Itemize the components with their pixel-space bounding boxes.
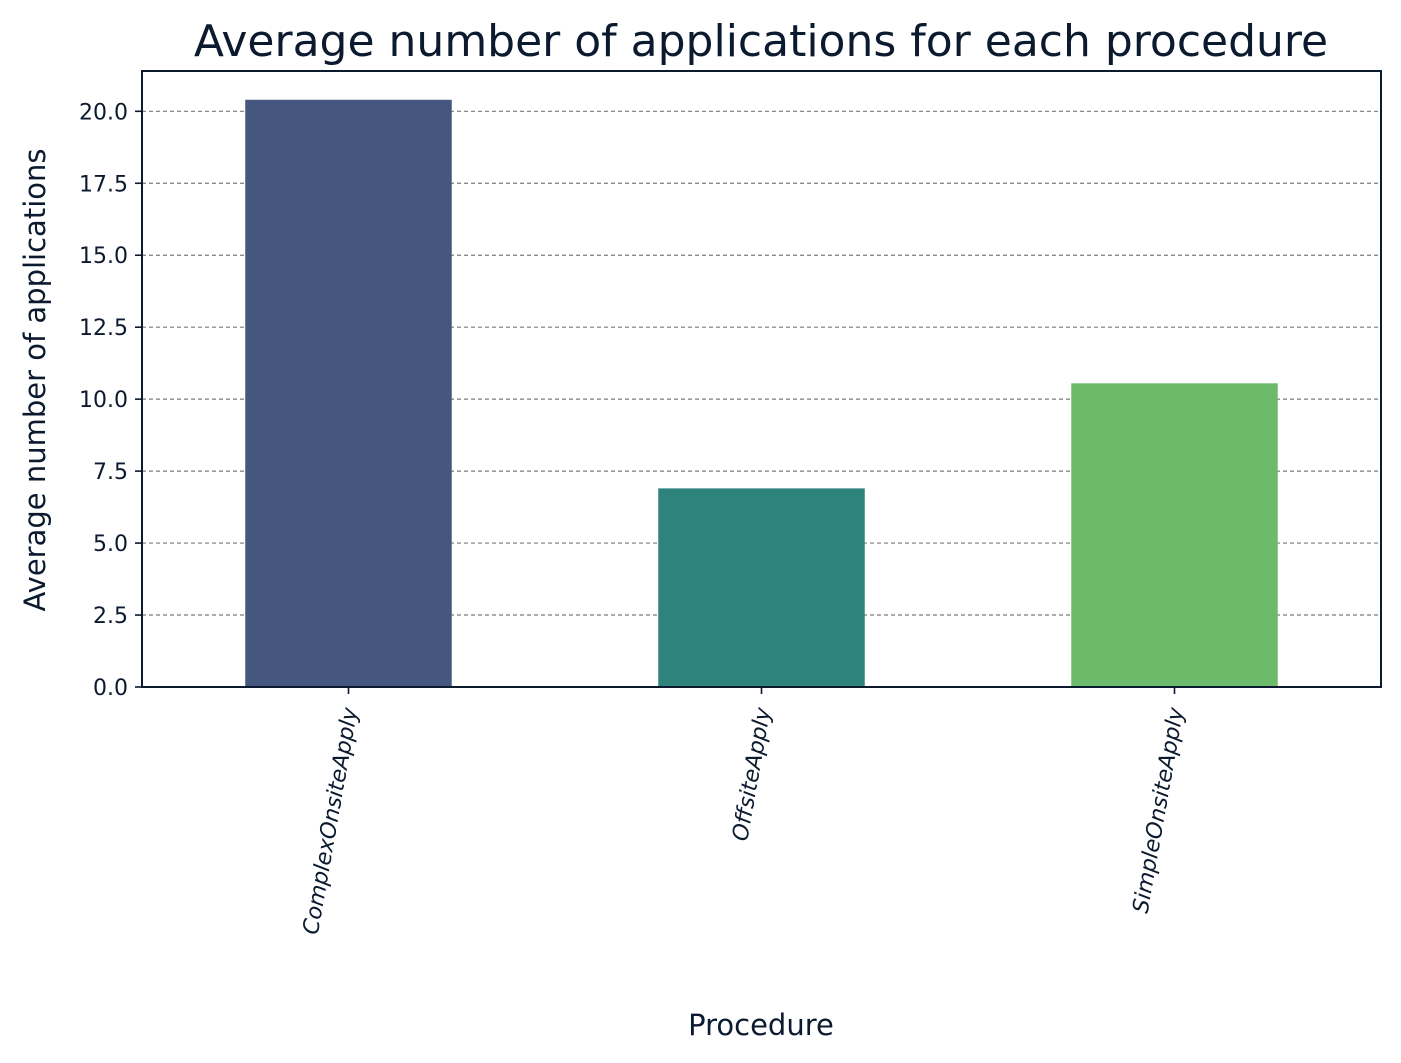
y-tick-label: 5.0 <box>93 532 128 557</box>
x-axis-ticks: ComplexOnsiteApply OffsiteApply SimpleOnsi… <box>299 687 1190 937</box>
y-tick-label: 2.5 <box>93 604 128 629</box>
y-axis-label: Average number of applications <box>18 149 52 612</box>
chart-title: Average number of applications for each … <box>194 16 1328 67</box>
y-tick-label: 20.0 <box>79 100 128 125</box>
x-tick-label: SimpleOnsiteApply <box>1129 705 1190 915</box>
y-tick-label: 0.0 <box>93 676 128 701</box>
x-tick-label: OffsiteApply <box>728 705 776 843</box>
x-tick-label: ComplexOnsiteApply <box>299 705 364 937</box>
bars <box>245 99 1278 688</box>
x-axis-label: Procedure <box>688 1008 834 1042</box>
bar-offsiteapply <box>658 488 865 687</box>
bar-simpleonsiteapply <box>1071 383 1278 687</box>
y-tick-label: 7.5 <box>93 460 128 485</box>
y-tick-label: 10.0 <box>79 388 128 413</box>
y-tick-label: 12.5 <box>79 316 128 341</box>
y-tick-label: 17.5 <box>79 172 128 197</box>
y-axis-ticks: 0.0 2.5 5.0 7.5 10.0 12.5 15.0 17.5 20.0 <box>79 100 142 701</box>
bar-complexonsiteapply <box>245 99 452 688</box>
y-tick-label: 15.0 <box>79 244 128 269</box>
